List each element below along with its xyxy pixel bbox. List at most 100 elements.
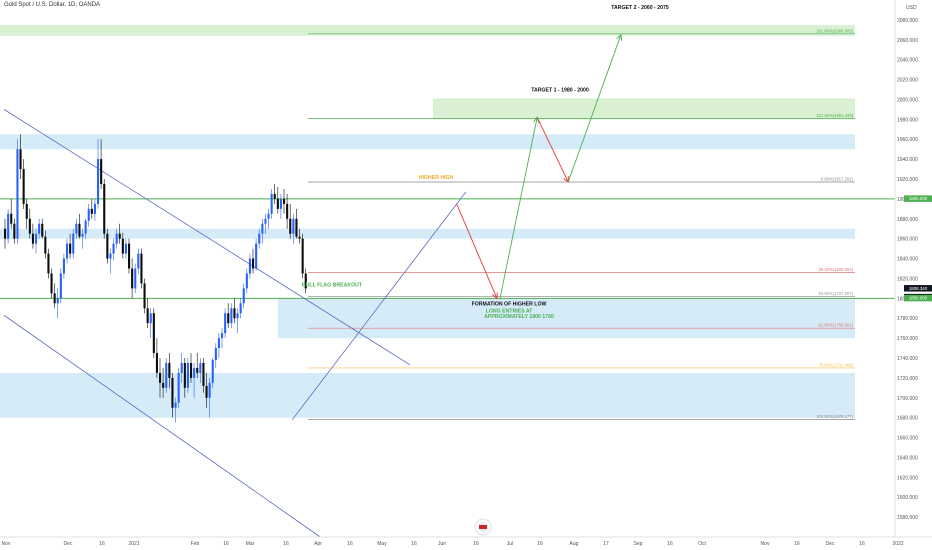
- candle[interactable]: [81, 228, 84, 249]
- candle[interactable]: [202, 358, 205, 393]
- candle[interactable]: [183, 358, 186, 398]
- candle[interactable]: [28, 208, 31, 239]
- candle[interactable]: [276, 186, 279, 214]
- candle[interactable]: [22, 159, 25, 209]
- candle[interactable]: [242, 283, 245, 309]
- candle[interactable]: [180, 353, 183, 383]
- candle[interactable]: [78, 213, 81, 239]
- candle[interactable]: [301, 233, 304, 279]
- candle[interactable]: [258, 228, 261, 249]
- candle[interactable]: [286, 193, 289, 229]
- candle[interactable]: [7, 208, 10, 244]
- candle[interactable]: [25, 198, 28, 229]
- candle[interactable]: [149, 308, 152, 339]
- candle[interactable]: [283, 188, 286, 214]
- candle[interactable]: [165, 358, 168, 393]
- candle[interactable]: [16, 139, 19, 244]
- candle[interactable]: [112, 238, 115, 261]
- candle[interactable]: [121, 232, 124, 259]
- candle[interactable]: [239, 298, 242, 319]
- candle[interactable]: [186, 358, 189, 393]
- candle[interactable]: [115, 228, 118, 249]
- candle[interactable]: [214, 343, 217, 368]
- candle[interactable]: [224, 308, 227, 339]
- candle[interactable]: [90, 198, 93, 219]
- candle[interactable]: [38, 218, 41, 239]
- candle[interactable]: [221, 328, 224, 349]
- candle[interactable]: [53, 283, 56, 309]
- candle[interactable]: [267, 208, 270, 229]
- candle[interactable]: [100, 139, 103, 189]
- candle[interactable]: [44, 230, 47, 259]
- candle[interactable]: [72, 228, 75, 259]
- candle[interactable]: [152, 308, 155, 358]
- candle[interactable]: [124, 238, 127, 259]
- candle[interactable]: [171, 372, 174, 418]
- candle[interactable]: [292, 213, 295, 244]
- candle[interactable]: [208, 377, 211, 418]
- candle[interactable]: [87, 203, 90, 227]
- candle[interactable]: [199, 358, 202, 383]
- candle[interactable]: [50, 268, 53, 299]
- candle[interactable]: [143, 278, 146, 314]
- candle[interactable]: [295, 208, 298, 239]
- candle[interactable]: [59, 268, 62, 304]
- candle[interactable]: [56, 288, 59, 319]
- candle[interactable]: [236, 308, 239, 334]
- candle[interactable]: [289, 203, 292, 239]
- candle[interactable]: [227, 303, 230, 329]
- candle[interactable]: [31, 223, 34, 249]
- candle[interactable]: [109, 248, 112, 274]
- candle[interactable]: [270, 188, 273, 219]
- candle[interactable]: [128, 238, 131, 274]
- candle[interactable]: [193, 362, 196, 398]
- candle[interactable]: [13, 218, 16, 244]
- candle[interactable]: [97, 139, 100, 209]
- candle[interactable]: [273, 183, 276, 204]
- candle[interactable]: [261, 218, 264, 244]
- candle[interactable]: [252, 248, 255, 274]
- candle[interactable]: [69, 233, 72, 259]
- candle[interactable]: [298, 228, 301, 244]
- candle[interactable]: [19, 134, 22, 179]
- candle[interactable]: [35, 228, 38, 254]
- price-axis[interactable]: 1580.000 1600.000 1620.000 1640.000 1660.000…: [897, 18, 918, 521]
- candle[interactable]: [205, 372, 208, 408]
- candle[interactable]: [66, 238, 69, 264]
- candle[interactable]: [211, 358, 214, 388]
- candle[interactable]: [196, 353, 199, 378]
- candle[interactable]: [41, 218, 44, 239]
- candle[interactable]: [233, 298, 236, 324]
- candle[interactable]: [174, 397, 177, 423]
- candle[interactable]: [245, 268, 248, 294]
- candle[interactable]: [146, 298, 149, 329]
- candle[interactable]: [103, 179, 106, 239]
- candle[interactable]: [162, 367, 165, 398]
- candle[interactable]: [84, 218, 87, 239]
- candle[interactable]: [264, 213, 267, 234]
- candle[interactable]: [131, 258, 134, 299]
- candle[interactable]: [279, 193, 282, 219]
- time-axis[interactable]: Nov Dec 16 2021 Feb 16 Mar 16 Apr 16 May 16 Jun 16 Jul…: [2, 541, 904, 547]
- candle[interactable]: [10, 198, 13, 229]
- candle[interactable]: [304, 268, 307, 294]
- candle[interactable]: [177, 367, 180, 408]
- candle[interactable]: [168, 353, 171, 388]
- candle[interactable]: [106, 228, 109, 264]
- candle[interactable]: [190, 353, 193, 383]
- candle[interactable]: [75, 218, 78, 239]
- candle[interactable]: [93, 198, 96, 221]
- candle[interactable]: [118, 223, 121, 244]
- candle[interactable]: [217, 333, 220, 358]
- candle[interactable]: [155, 338, 158, 378]
- candle[interactable]: [140, 248, 143, 289]
- candle[interactable]: [248, 253, 251, 279]
- candle[interactable]: [47, 248, 50, 279]
- candle[interactable]: [62, 253, 65, 279]
- candle[interactable]: [137, 248, 140, 274]
- candle[interactable]: [159, 358, 162, 398]
- candle[interactable]: [134, 263, 137, 294]
- candle[interactable]: [255, 238, 258, 271]
- candle[interactable]: [230, 303, 233, 329]
